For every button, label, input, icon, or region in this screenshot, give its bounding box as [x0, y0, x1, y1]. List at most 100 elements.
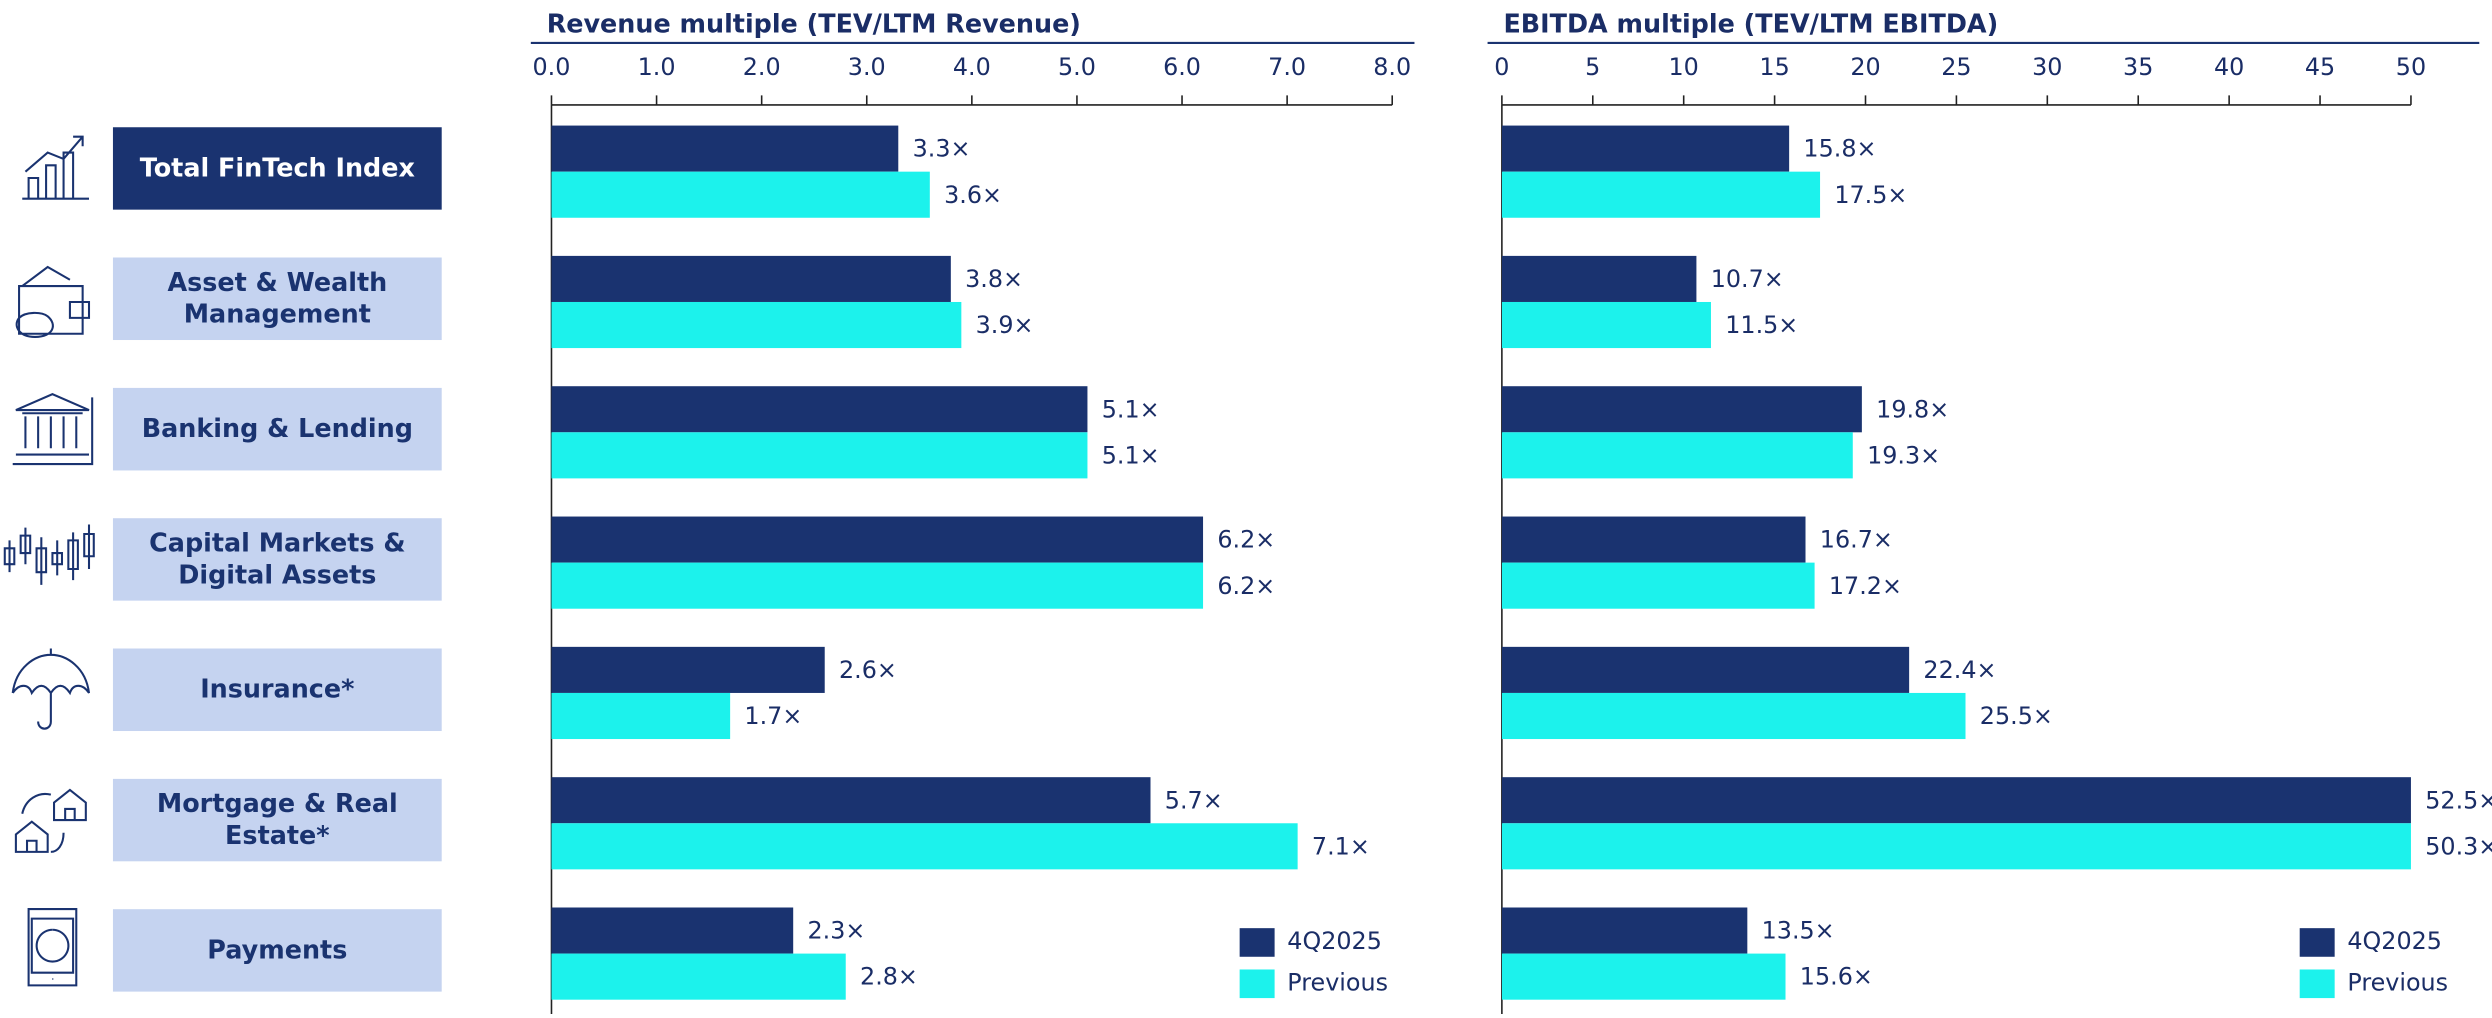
bar	[551, 432, 1088, 479]
category-box: Capital Markets & Digital Assets	[112, 518, 442, 601]
category-box: Payments	[112, 909, 442, 992]
category-labels: Total FinTech Index Asset & Wealth Manage…	[112, 127, 442, 992]
legend-swatch	[1239, 928, 1275, 957]
bar	[551, 823, 1298, 870]
bar	[1501, 953, 1786, 1000]
x-tick-label: 40	[2214, 53, 2244, 81]
value-label: 25.5×	[1980, 702, 2053, 730]
x-tick-label: 30	[2032, 53, 2062, 81]
category-label: Total FinTech Index	[112, 127, 442, 210]
bar	[1501, 255, 1697, 302]
x-tick-label: 10	[1669, 53, 1699, 81]
value-label: 3.8×	[965, 265, 1023, 293]
x-tick-label: 35	[2123, 53, 2153, 81]
bar	[551, 171, 930, 218]
x-tick-label: 5.0	[1058, 53, 1096, 81]
value-label: 11.5×	[1725, 311, 1798, 339]
bar	[1501, 516, 1806, 563]
x-tick-label: 8.0	[1373, 53, 1411, 81]
category-box: Asset & Wealth Management	[112, 257, 442, 341]
value-label: 6.2×	[1217, 572, 1275, 600]
legend-swatch	[2299, 969, 2335, 999]
category-label: Payments	[112, 909, 442, 992]
bar	[551, 125, 899, 172]
value-label: 7.1×	[1312, 832, 1370, 860]
bar	[1501, 646, 1910, 693]
value-label: 22.4×	[1923, 656, 1996, 684]
bar	[551, 646, 825, 693]
value-label: 13.5×	[1762, 917, 1835, 945]
bar	[551, 907, 794, 954]
bar	[1501, 562, 1815, 609]
x-tick-label: 2.0	[743, 53, 781, 81]
bars	[551, 125, 1298, 1000]
x-tick-label: 15	[1759, 53, 1789, 81]
chart-title: Revenue multiple (TEV/LTM Revenue)	[547, 8, 1081, 38]
x-tick-label: 25	[1941, 53, 1971, 81]
value-label: 2.8×	[860, 963, 918, 991]
x-tick-label: 3.0	[848, 53, 886, 81]
category-label: Insurance*	[112, 648, 442, 732]
x-tick-label: 6.0	[1163, 53, 1201, 81]
bar	[1501, 386, 1862, 433]
bar	[1501, 907, 1748, 954]
bar	[1501, 823, 2411, 870]
value-label: 3.6×	[944, 181, 1002, 209]
value-label: 52.5×	[2425, 786, 2492, 814]
value-label: 19.8×	[1876, 395, 1949, 423]
bar	[1501, 125, 1790, 172]
bar	[551, 953, 846, 1000]
value-label: 5.7×	[1165, 786, 1223, 814]
bar	[551, 516, 1204, 563]
category-label: Mortgage & Real Estate*	[112, 778, 442, 862]
category-label: Capital Markets & Digital Assets	[112, 518, 442, 601]
bar	[551, 386, 1088, 433]
value-label: 19.3×	[1867, 441, 1940, 469]
legend-label: Previous	[1287, 968, 1388, 996]
value-label: 15.6×	[1800, 963, 1873, 991]
value-label: 2.6×	[839, 656, 897, 684]
x-tick-label: 0.0	[533, 53, 571, 81]
category-label: Asset & Wealth Management	[112, 257, 442, 341]
legend-swatch	[2299, 928, 2335, 957]
legend-swatch	[1239, 969, 1275, 999]
category-label: Banking & Lending	[112, 387, 442, 471]
bar	[551, 562, 1204, 609]
x-tick-label: 50	[2396, 53, 2426, 81]
value-label: 50.3×	[2425, 832, 2492, 860]
category-box: Total FinTech Index	[112, 127, 442, 210]
value-label: 5.1×	[1102, 395, 1160, 423]
legend-label: 4Q2025	[2347, 927, 2442, 955]
value-label: 6.2×	[1217, 526, 1275, 554]
bar	[551, 692, 731, 740]
bar	[1501, 777, 2411, 824]
legend-label: Previous	[2347, 968, 2448, 996]
value-label: 10.7×	[1711, 265, 1784, 293]
x-tick-label: 1.0	[638, 53, 676, 81]
x-tick-label: 0	[1494, 53, 1509, 81]
category-box: Insurance*	[112, 648, 442, 732]
value-label: 2.3×	[807, 917, 865, 945]
icons	[3, 135, 95, 987]
x-tick-label: 5	[1585, 53, 1600, 81]
value-label: 5.1×	[1102, 441, 1160, 469]
bars	[1501, 125, 2411, 1000]
value-label: 1.7×	[744, 702, 802, 730]
x-tick-label: 45	[2305, 53, 2335, 81]
category-box: Mortgage & Real Estate*	[112, 778, 442, 862]
value-label: 17.2×	[1829, 572, 1902, 600]
bar	[551, 255, 951, 302]
bar	[1501, 171, 1821, 218]
bar	[1501, 432, 1853, 479]
x-tick-label: 4.0	[953, 53, 991, 81]
bar	[551, 777, 1151, 824]
value-label: 17.5×	[1834, 181, 1907, 209]
bar	[1501, 301, 1711, 349]
x-tick-label: 7.0	[1268, 53, 1306, 81]
value-label: 3.3×	[913, 135, 971, 163]
value-label: 15.8×	[1803, 135, 1876, 163]
value-label: 16.7×	[1820, 526, 1893, 554]
value-label: 3.9×	[976, 311, 1034, 339]
